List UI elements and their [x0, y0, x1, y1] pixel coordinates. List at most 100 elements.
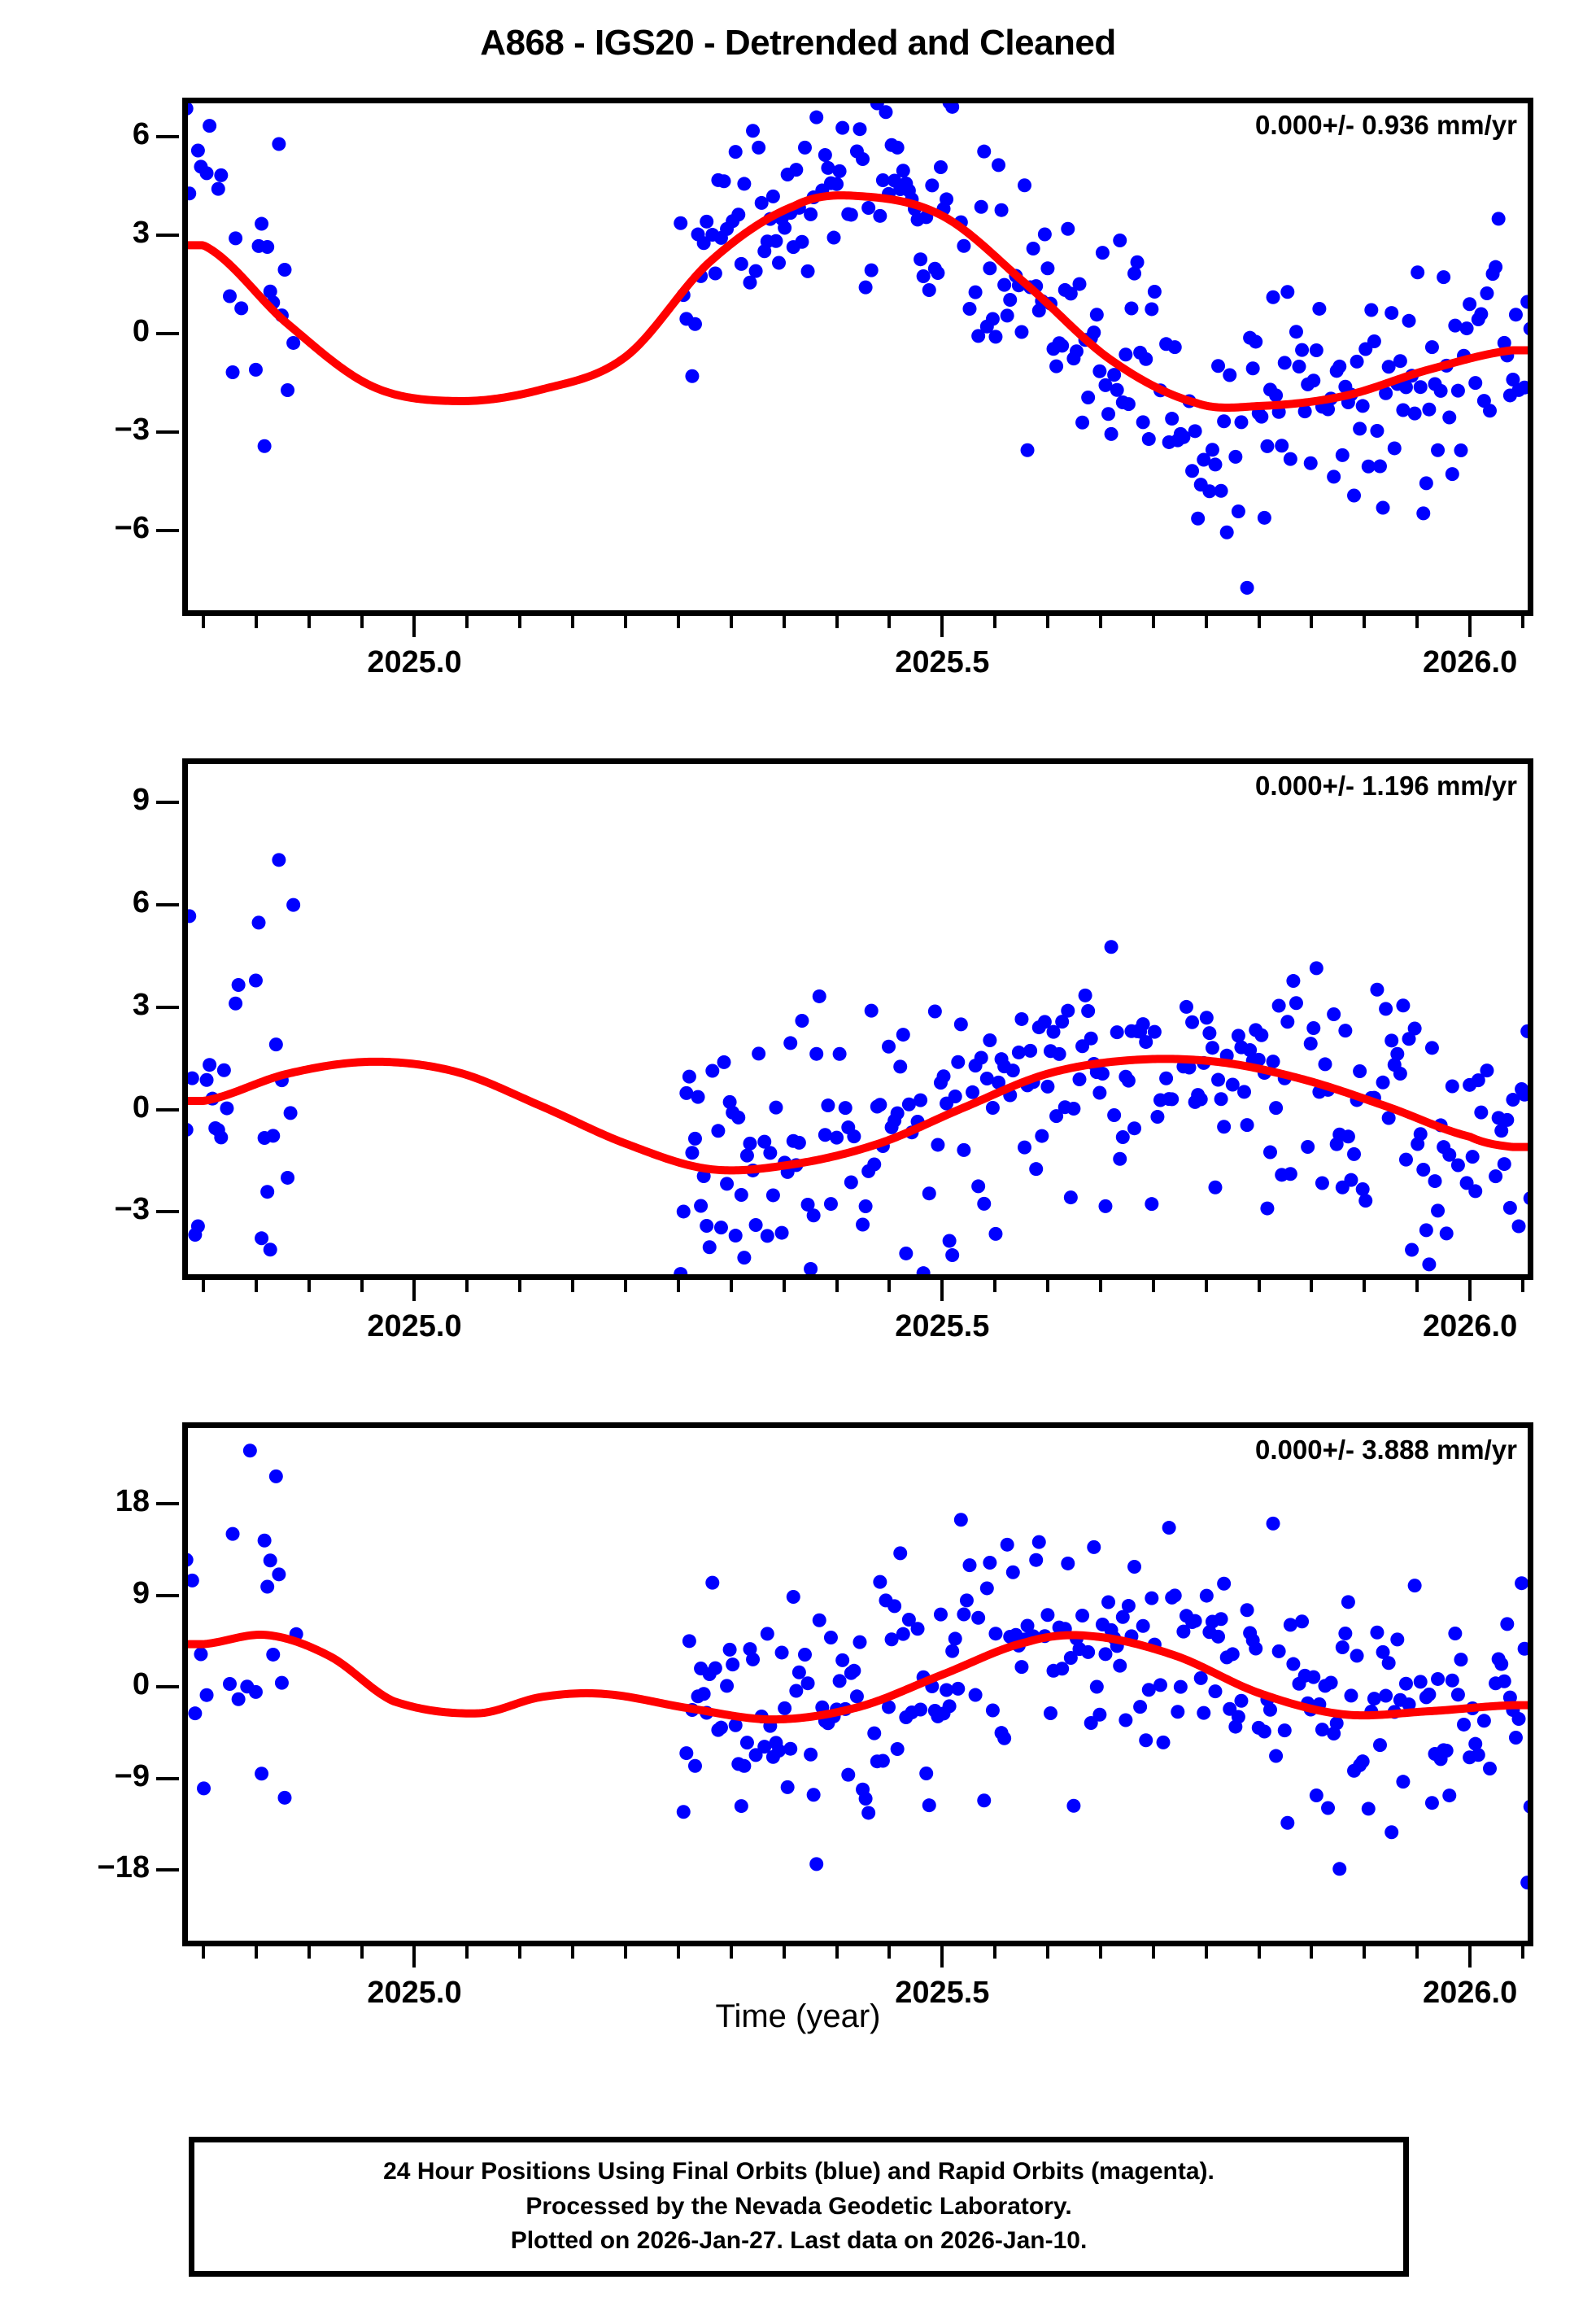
x-tick-mark-east-2025.65 — [1098, 616, 1102, 628]
x-tick-mark-north-2025.35 — [782, 1280, 786, 1292]
x-tick-mark-east-2025.10 — [518, 616, 522, 628]
x-tick-mark-up-2025.70 — [1151, 1946, 1155, 1959]
x-tick-mark-east-2024.90 — [307, 616, 311, 628]
y-tick-mark-up-4 — [156, 1868, 179, 1872]
y-tick-label-north-2: 3 — [132, 987, 150, 1022]
x-tick-mark-north-2025.05 — [465, 1280, 469, 1292]
y-tick-mark-up-1 — [156, 1593, 179, 1597]
plot-panel-north — [182, 758, 1533, 1280]
x-tick-mark-north-2025.80 — [1257, 1280, 1261, 1292]
x-tick-label-north-1: 2025.5 — [895, 1309, 990, 1343]
x-tick-mark-east-2025.75 — [1204, 616, 1208, 628]
y-tick-mark-north-1 — [156, 903, 179, 907]
fit-curve-east — [182, 191, 1533, 412]
x-axis-title: Time (year) — [715, 1998, 881, 2034]
y-tick-mark-east-4 — [156, 529, 179, 533]
y-tick-label-east-3: −3 — [114, 413, 150, 448]
x-tick-mark-up-2025.10 — [518, 1946, 522, 1959]
y-tick-label-east-0: 6 — [132, 117, 150, 152]
x-tick-label-up-0: 2025.0 — [367, 1976, 462, 2010]
x-tick-mark-east-2025.25 — [676, 616, 680, 628]
y-tick-mark-up-3 — [156, 1776, 179, 1780]
x-tick-mark-east-2024.95 — [360, 616, 364, 628]
x-tick-mark-east-2025.35 — [782, 616, 786, 628]
x-tick-mark-east-2025.55 — [993, 616, 997, 628]
x-tick-mark-east-2025.95 — [1415, 616, 1419, 628]
x-tick-mark-north-2025.55 — [993, 1280, 997, 1292]
x-tick-mark-up-2024.95 — [360, 1946, 364, 1959]
x-tick-label-east-2: 2026.0 — [1423, 645, 1518, 679]
x-tick-mark-east-2025.45 — [887, 616, 892, 628]
rate-annotation-east: 0.000+/- 0.936 mm/yr — [1255, 110, 1517, 140]
y-tick-mark-north-3 — [156, 1107, 179, 1112]
y-tick-label-up-4: −18 — [97, 1850, 150, 1885]
x-tick-mark-north-2025.25 — [676, 1280, 680, 1292]
x-tick-mark-north-2026.05 — [1521, 1280, 1525, 1292]
y-tick-label-up-0: 18 — [115, 1484, 150, 1519]
fit-curve-up — [182, 1631, 1533, 1724]
x-tick-mark-up-2025.05 — [465, 1946, 469, 1959]
y-tick-mark-up-2 — [156, 1685, 179, 1689]
y-tick-label-up-2: 0 — [132, 1667, 150, 1702]
y-tick-label-north-4: −3 — [114, 1192, 150, 1227]
x-tick-mark-east-2025.90 — [1363, 616, 1367, 628]
x-tick-mark-north-2025.90 — [1363, 1280, 1367, 1292]
y-tick-mark-north-4 — [156, 1210, 179, 1214]
x-tick-mark-up-2025.90 — [1363, 1946, 1367, 1959]
y-tick-label-up-3: −9 — [114, 1758, 150, 1793]
x-tick-label-east-0: 2025.0 — [367, 645, 462, 679]
y-tick-mark-east-3 — [156, 430, 179, 435]
y-tick-mark-east-0 — [156, 135, 179, 139]
x-tick-mark-north-2025.85 — [1310, 1280, 1314, 1292]
x-tick-mark-north-2025.45 — [887, 1280, 892, 1292]
x-tick-mark-east-2025.50 — [940, 616, 944, 637]
y-tick-label-up-1: 9 — [132, 1575, 150, 1610]
x-tick-mark-north-2025.50 — [940, 1280, 944, 1301]
x-tick-label-up-1: 2025.5 — [895, 1976, 990, 2010]
x-tick-mark-up-2025.30 — [729, 1946, 733, 1959]
x-tick-label-east-1: 2025.5 — [895, 645, 990, 679]
y-tick-mark-up-0 — [156, 1502, 179, 1506]
fit-curve-north — [182, 1055, 1533, 1175]
x-tick-mark-east-2025.15 — [571, 616, 575, 628]
rate-annotation-north: 0.000+/- 1.196 mm/yr — [1255, 771, 1517, 801]
x-tick-mark-east-2025.05 — [465, 616, 469, 628]
x-tick-mark-up-2026.00 — [1468, 1946, 1472, 1968]
panel-frame-east — [182, 98, 1533, 616]
x-tick-mark-north-2025.20 — [624, 1280, 628, 1292]
page-title: A868 - IGS20 - Detrended and Cleaned — [480, 23, 1116, 63]
y-tick-label-east-2: 0 — [132, 314, 150, 349]
y-tick-mark-north-0 — [156, 801, 179, 805]
x-tick-mark-east-2025.60 — [1046, 616, 1050, 628]
x-tick-mark-north-2025.60 — [1046, 1280, 1050, 1292]
x-tick-mark-up-2025.15 — [571, 1946, 575, 1959]
x-tick-mark-east-2025.80 — [1257, 616, 1261, 628]
y-tick-label-north-0: 9 — [132, 783, 150, 818]
data-canvas-up — [182, 1443, 1533, 1890]
x-tick-mark-east-2025.85 — [1310, 616, 1314, 628]
x-tick-label-north-2: 2026.0 — [1423, 1309, 1518, 1343]
plot-panel-east — [182, 98, 1533, 616]
x-tick-mark-north-2025.15 — [571, 1280, 575, 1292]
data-canvas-east — [182, 98, 1533, 595]
x-tick-mark-north-2025.40 — [835, 1280, 839, 1292]
x-tick-mark-up-2024.90 — [307, 1946, 311, 1959]
x-tick-mark-north-2026.00 — [1468, 1280, 1472, 1301]
x-tick-mark-north-2024.85 — [254, 1280, 258, 1292]
x-tick-mark-up-2025.25 — [676, 1946, 680, 1959]
x-tick-mark-east-2025.70 — [1151, 616, 1155, 628]
x-tick-mark-east-2024.80 — [201, 616, 205, 628]
x-tick-label-north-0: 2025.0 — [367, 1309, 462, 1343]
x-tick-mark-north-2025.75 — [1204, 1280, 1208, 1292]
y-tick-label-north-1: 6 — [132, 885, 150, 920]
caption-line-3: Plotted on 2026-Jan-27. Last data on 202… — [510, 2227, 1088, 2255]
y-tick-mark-north-2 — [156, 1005, 179, 1009]
x-tick-mark-north-2025.70 — [1151, 1280, 1155, 1292]
x-tick-mark-up-2025.75 — [1204, 1946, 1208, 1959]
y-tick-label-north-3: 0 — [132, 1090, 150, 1125]
x-tick-mark-up-2024.85 — [254, 1946, 258, 1959]
x-tick-mark-east-2025.00 — [412, 616, 416, 637]
caption-box: 24 Hour Positions Using Final Orbits (bl… — [189, 2137, 1409, 2277]
data-canvas-north — [182, 853, 1533, 1280]
rate-annotation-up: 0.000+/- 3.888 mm/yr — [1255, 1435, 1517, 1465]
